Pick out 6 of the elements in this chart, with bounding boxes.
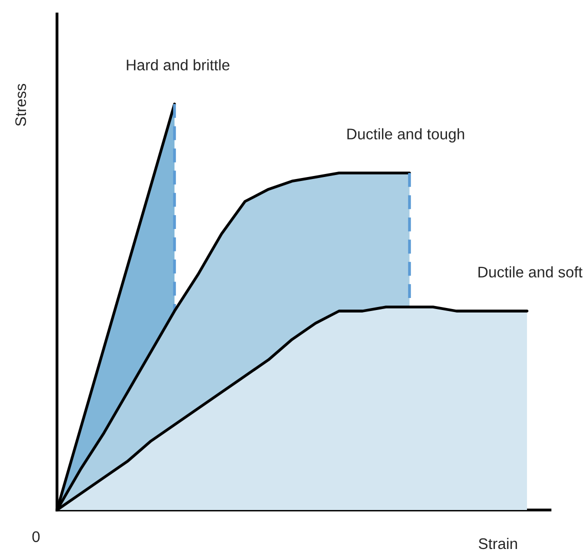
text: Ductile and soft (478, 266, 582, 278)
x-axis-title: Strain (478, 538, 517, 550)
text: Hard and brittle (126, 59, 230, 70)
text: 0 (32, 531, 40, 542)
y-axis-title: Stress (15, 84, 26, 126)
series-label: Ductile and tough (347, 128, 464, 142)
